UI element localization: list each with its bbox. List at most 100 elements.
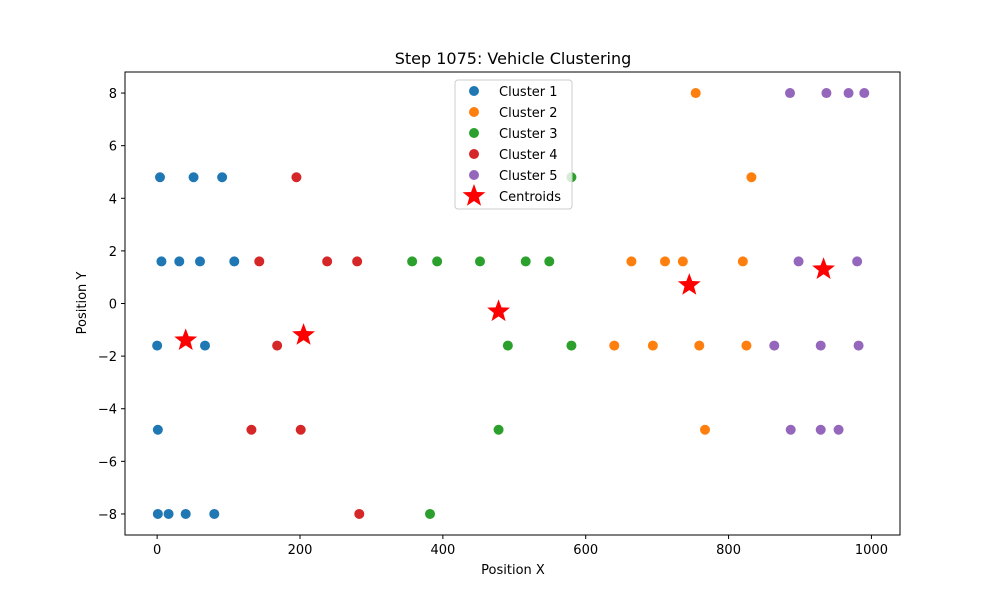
data-point xyxy=(425,508,435,519)
series-cluster-4 xyxy=(246,172,365,519)
data-point xyxy=(354,508,365,519)
x-tick-label: 0 xyxy=(153,543,161,558)
y-tick-label: −4 xyxy=(98,403,117,418)
data-point xyxy=(163,508,174,519)
data-point xyxy=(291,172,302,183)
y-axis-label: Position Y xyxy=(75,272,90,335)
data-point xyxy=(152,340,163,351)
data-point xyxy=(229,256,240,267)
data-point xyxy=(853,340,864,351)
x-axis-label: Position X xyxy=(481,563,545,578)
series-centroids xyxy=(174,257,835,351)
legend-item-cluster-5: Cluster 5 xyxy=(469,169,558,184)
series-cluster-1 xyxy=(152,172,240,519)
data-point xyxy=(660,256,670,267)
legend-label: Centroids xyxy=(499,190,561,205)
x-tick-label: 200 xyxy=(288,543,313,558)
y-tick-label: −6 xyxy=(98,455,117,470)
centroid-star xyxy=(292,323,315,345)
data-point xyxy=(322,256,333,267)
legend-label: Cluster 2 xyxy=(499,106,558,121)
centroid-star xyxy=(174,328,198,351)
legend-label: Cluster 3 xyxy=(499,127,558,142)
data-point xyxy=(246,424,257,435)
data-point xyxy=(295,424,306,435)
data-point xyxy=(815,424,826,435)
data-point xyxy=(544,256,555,267)
data-point xyxy=(209,508,220,519)
legend-item-cluster-3: Cluster 3 xyxy=(469,127,558,142)
data-point xyxy=(272,340,283,351)
legend-item-cluster-4: Cluster 4 xyxy=(469,148,558,163)
data-point xyxy=(502,340,513,351)
centroid-star xyxy=(812,257,835,280)
y-tick-label: −8 xyxy=(98,508,117,523)
legend-item-cluster-1: Cluster 1 xyxy=(469,85,558,100)
legend-box xyxy=(454,79,573,210)
y-tick-label: 0 xyxy=(109,298,117,313)
legend-marker xyxy=(469,86,479,96)
data-point xyxy=(475,256,485,267)
data-point xyxy=(821,88,832,99)
x-axis-ticks: 0 200 400 600 800 1000 xyxy=(153,535,888,558)
data-point xyxy=(843,88,854,99)
data-point xyxy=(254,256,265,267)
data-point xyxy=(852,256,863,267)
series-cluster-2 xyxy=(609,88,757,435)
data-point xyxy=(746,172,757,183)
data-point xyxy=(700,424,710,435)
legend-marker xyxy=(469,149,479,159)
series-cluster-5 xyxy=(769,88,870,435)
y-axis-ticks: −8 −6 −4 −2 0 2 4 6 8 xyxy=(98,87,125,523)
legend-label: Cluster 4 xyxy=(499,148,558,163)
data-point xyxy=(407,256,418,267)
data-point xyxy=(188,172,199,183)
centroid-star xyxy=(487,299,510,322)
chart-title: Step 1075: Vehicle Clustering xyxy=(395,49,632,68)
data-point xyxy=(217,172,228,183)
centroid-star xyxy=(677,273,701,295)
data-point xyxy=(694,340,705,351)
legend-marker xyxy=(469,170,479,180)
data-point xyxy=(609,340,620,351)
data-point xyxy=(833,424,844,435)
data-point xyxy=(174,256,185,267)
data-point xyxy=(200,340,210,351)
legend-label: Cluster 1 xyxy=(499,85,558,100)
data-point xyxy=(737,256,748,267)
data-point xyxy=(785,424,796,435)
data-point xyxy=(520,256,531,267)
data-point xyxy=(155,172,165,183)
data-point xyxy=(626,256,637,267)
legend-item-cluster-2: Cluster 2 xyxy=(469,106,558,121)
legend-marker xyxy=(469,107,479,117)
data-point xyxy=(432,256,443,267)
data-point xyxy=(815,340,826,351)
x-tick-label: 1000 xyxy=(855,543,888,558)
data-point xyxy=(152,424,163,435)
x-tick-label: 400 xyxy=(430,543,455,558)
y-tick-label: 6 xyxy=(109,140,117,155)
legend-item-centroids: Centroids xyxy=(462,184,561,206)
data-point xyxy=(352,256,363,267)
data-point xyxy=(793,256,804,267)
y-tick-label: 8 xyxy=(109,87,117,102)
legend-marker xyxy=(469,128,479,138)
data-point xyxy=(493,424,504,435)
data-point xyxy=(156,256,167,267)
y-tick-label: 2 xyxy=(109,245,117,260)
y-tick-label: 4 xyxy=(109,192,117,207)
y-tick-label: −2 xyxy=(98,350,117,365)
data-point xyxy=(180,508,191,519)
data-point xyxy=(741,340,752,351)
data-point xyxy=(859,88,870,99)
data-point xyxy=(647,340,658,351)
x-tick-label: 800 xyxy=(716,543,741,558)
data-point xyxy=(785,88,795,99)
data-point xyxy=(690,88,701,99)
data-point xyxy=(769,340,780,351)
data-point xyxy=(195,256,205,267)
data-points xyxy=(152,88,870,519)
data-point xyxy=(566,340,577,351)
